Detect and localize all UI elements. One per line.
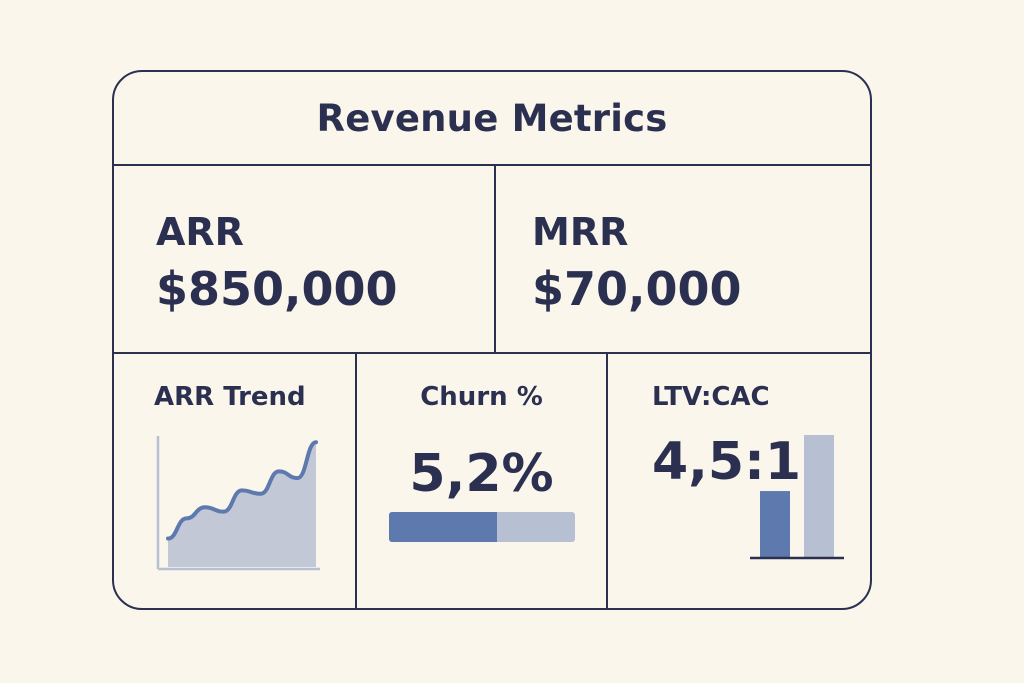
trend-line xyxy=(166,440,318,541)
mrr-card[interactable]: MRR $70,000 xyxy=(496,166,870,352)
churn-progress-bar xyxy=(389,512,575,542)
arr-trend-title: ARR Trend xyxy=(154,382,306,412)
detail-row: ARR Trend Churn % 5,2% LTV:CAC 4,5:1 xyxy=(114,354,870,608)
revenue-dashboard: Revenue Metrics ARR $850,000 MRR $70,000… xyxy=(112,70,872,610)
ltv-cac-title: LTV:CAC xyxy=(652,382,770,412)
churn-value: 5,2% xyxy=(409,444,554,504)
arr-trend-card[interactable]: ARR Trend xyxy=(114,354,357,608)
ltv-cac-bar-ltv xyxy=(804,435,834,557)
trend-area xyxy=(168,442,316,567)
churn-progress-fill xyxy=(389,512,497,542)
arr-label: ARR xyxy=(156,210,244,254)
ltv-cac-card[interactable]: LTV:CAC 4,5:1 xyxy=(608,354,870,608)
arr-trend-chart xyxy=(156,436,320,571)
ltv-cac-bar-chart xyxy=(750,435,844,560)
ltv-cac-value: 4,5:1 xyxy=(652,432,802,492)
dashboard-header: Revenue Metrics xyxy=(114,72,870,166)
mrr-label: MRR xyxy=(532,210,629,254)
churn-card[interactable]: Churn % 5,2% xyxy=(357,354,608,608)
arr-value: $850,000 xyxy=(156,262,398,316)
kpi-row: ARR $850,000 MRR $70,000 xyxy=(114,166,870,354)
churn-title: Churn % xyxy=(420,382,543,412)
ltv-cac-bar-cac xyxy=(760,491,790,557)
dashboard-title: Revenue Metrics xyxy=(316,96,668,140)
mrr-value: $70,000 xyxy=(532,262,742,316)
arr-card[interactable]: ARR $850,000 xyxy=(114,166,496,352)
